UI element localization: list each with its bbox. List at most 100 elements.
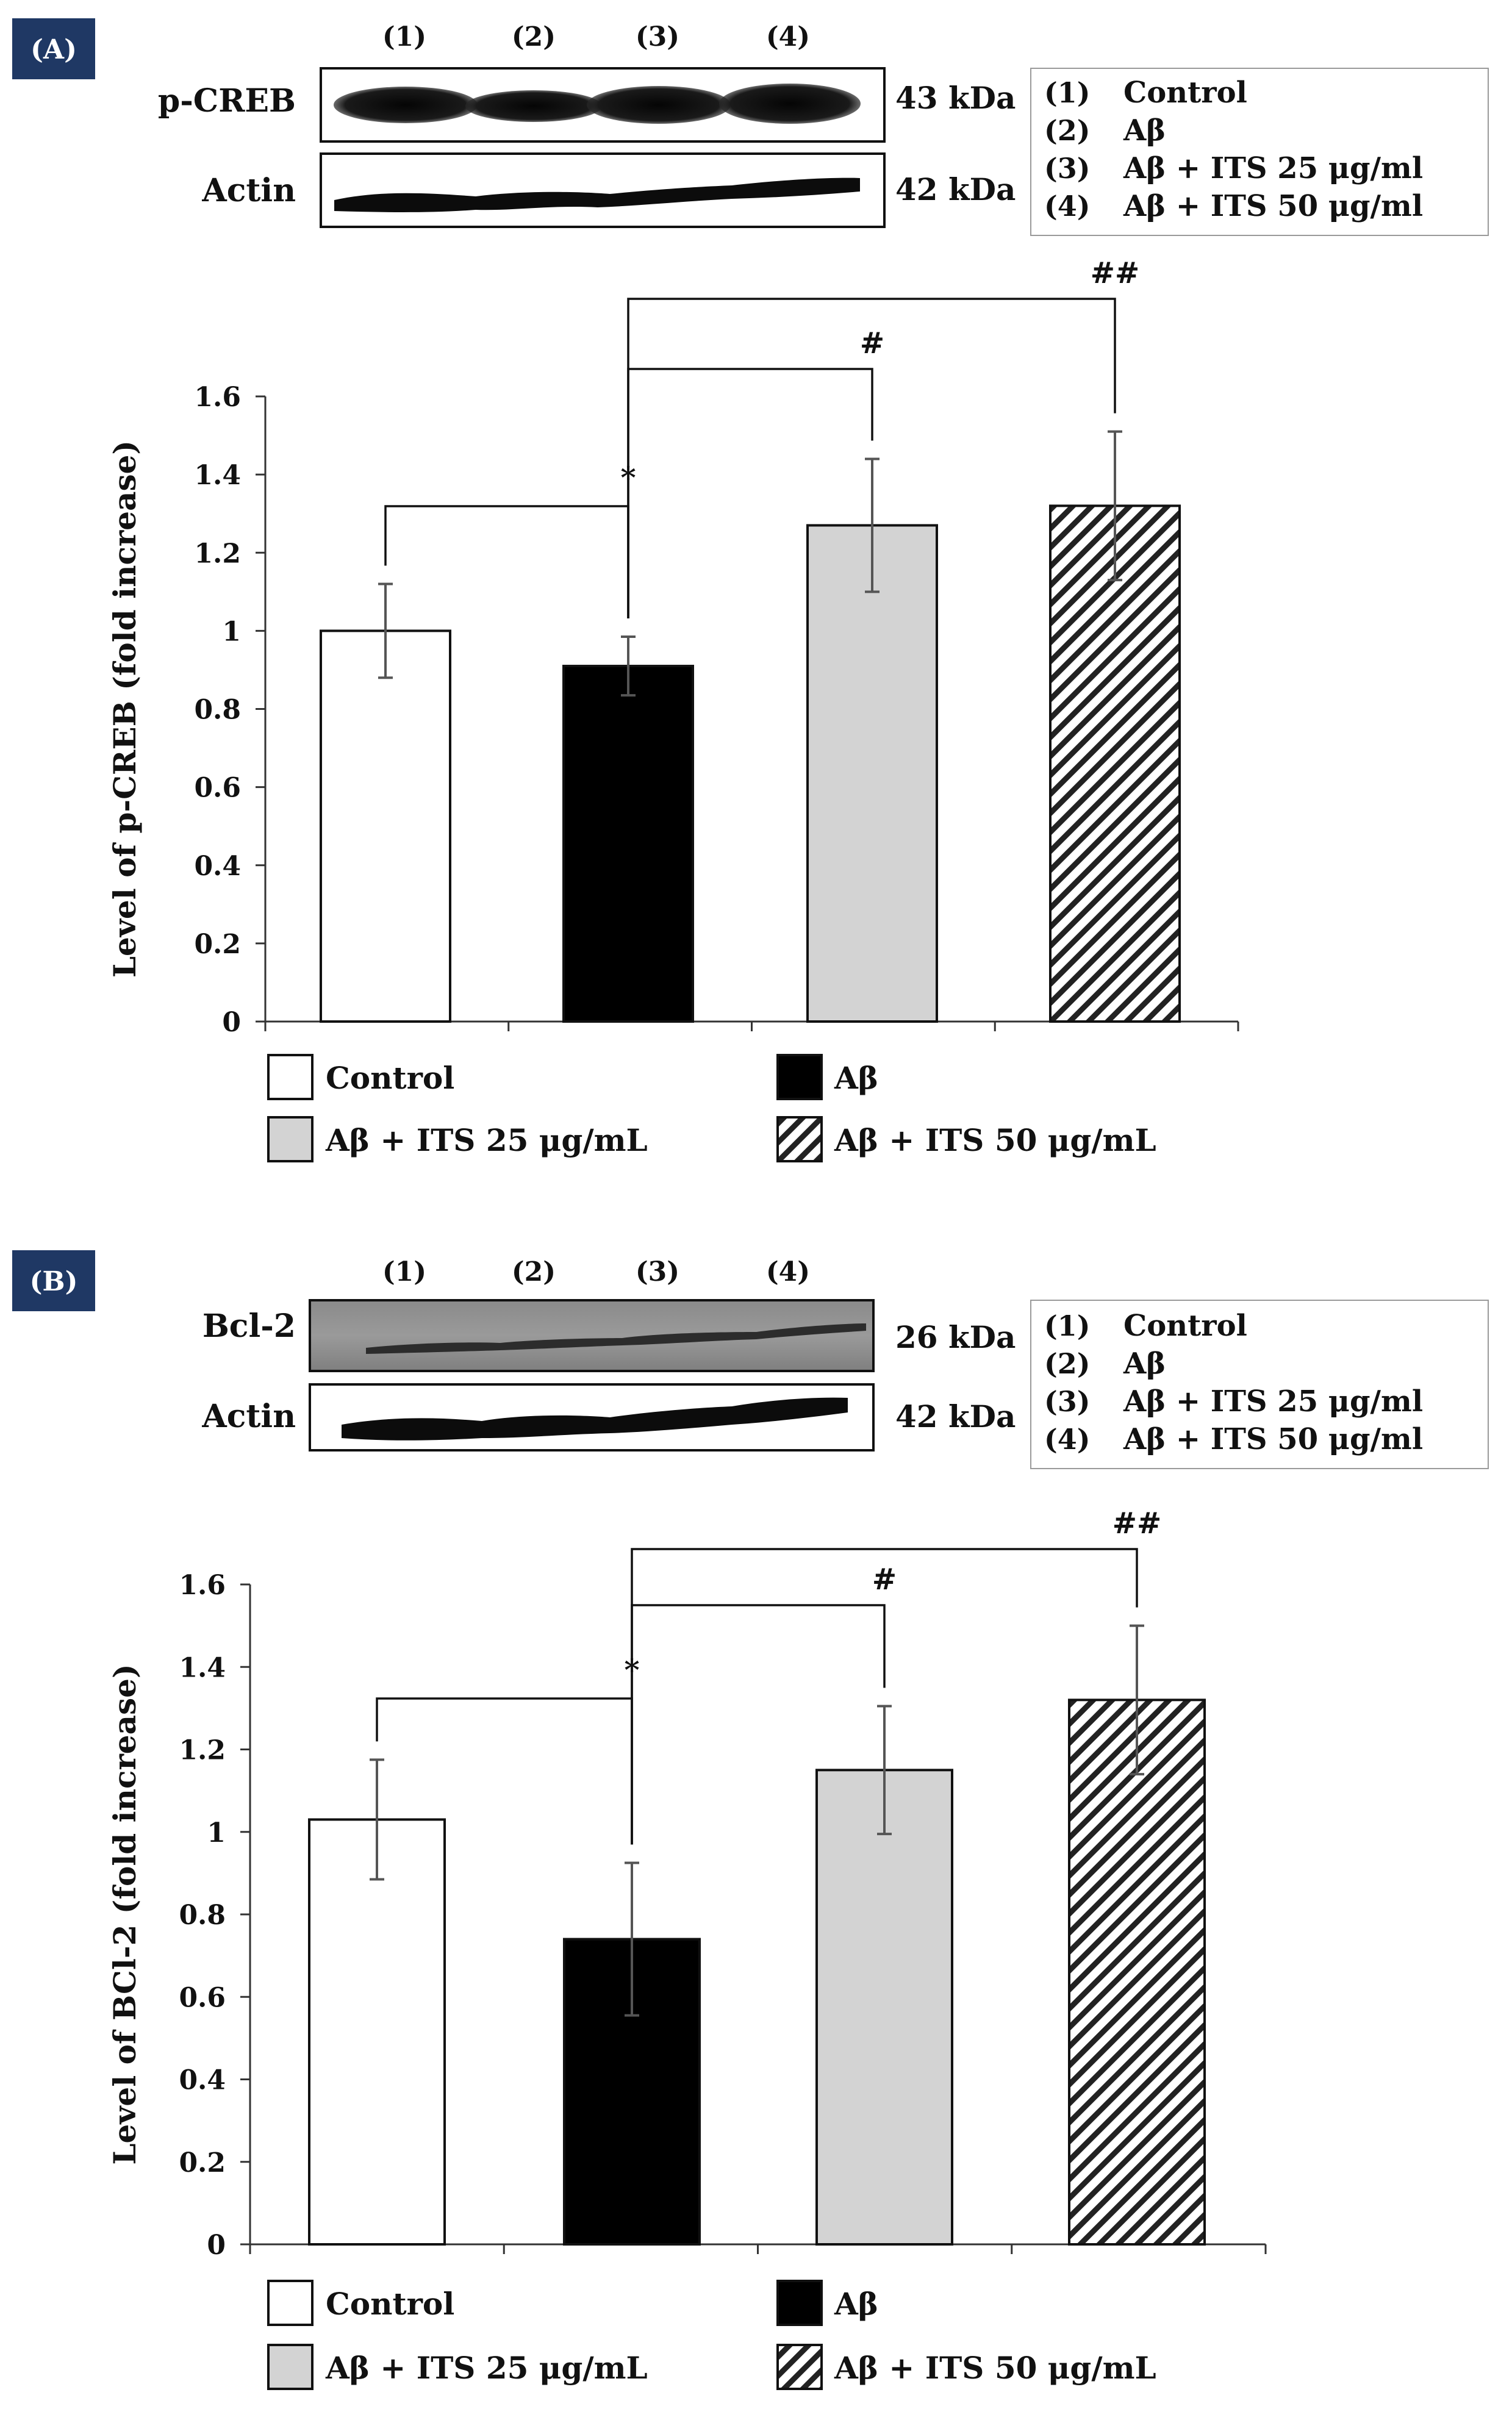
series-legend-b: Control Aβ Aβ + ITS 25 μg/mL Aβ + ITS 50… (267, 2280, 1156, 2390)
y-tick-label: 1.4 (194, 460, 241, 491)
lane-legend-text: Aβ (1123, 1347, 1166, 1381)
lane-label: (3) (636, 21, 679, 52)
y-tick-label: 0.6 (194, 773, 241, 804)
legend-swatch-its25 (267, 2344, 314, 2390)
lane-labels-b: (1) (2) (3) (4) (382, 1256, 810, 1287)
legend-swatch-its50 (776, 1116, 823, 1162)
lane-label: (3) (636, 1256, 679, 1287)
legend-swatch-its50 (776, 2344, 823, 2390)
legend-label: Aβ + ITS 25 μg/mL (325, 2350, 648, 2386)
panel-b-label: (B) (30, 1266, 78, 1297)
legend-label: Aβ + ITS 50 μg/mL (834, 2350, 1156, 2386)
significance-marker: # (872, 1562, 897, 1597)
bar-chart-p-creb: 0 0.2 0.4 0.6 0.8 1 1.2 1.4 1.6 Level of p-CREB (… (107, 256, 1239, 1038)
blot-name: Bcl-2 (202, 1308, 296, 1345)
y-tick-label: 0 (222, 1007, 241, 1038)
western-blot-image (320, 67, 886, 143)
panel-a: (A) (1) (2) (3) (4) p-CREB 43 kDa Actin … (12, 18, 1489, 1162)
blot-kda: 42 kDa (895, 1398, 1016, 1434)
lane-legend-num: (4) (1044, 190, 1091, 223)
y-tick-label: 1.6 (194, 382, 241, 413)
significance-marker: # (860, 326, 884, 360)
y-tick-label: 1.4 (179, 1652, 226, 1683)
y-axis-title: Level of BCl-2 (fold increase) (107, 1664, 143, 2164)
blot-name: p-CREB (158, 82, 296, 120)
bar (1068, 1698, 1206, 2246)
significance-marker: ## (1091, 256, 1139, 290)
lane-label: (1) (382, 1256, 426, 1287)
lane-label: (4) (766, 21, 810, 52)
lane-label: (2) (512, 1256, 556, 1287)
bar-chart-bcl2: 0 0.2 0.4 0.6 0.8 1 1.2 1.4 1.6 Level of BCl-2 (f… (107, 1506, 1267, 2261)
blot-kda: 43 kDa (895, 80, 1016, 116)
lane-legend-a: (1) Control (2) Aβ (3) Aβ + ITS 25 μg/ml… (1030, 68, 1489, 236)
y-tick-label: 0 (207, 2230, 226, 2261)
legend-swatch-its25 (267, 1116, 314, 1162)
bar (320, 629, 451, 1023)
y-tick-label: 0.4 (179, 2065, 226, 2096)
western-blot-image (309, 1299, 875, 1372)
lane-legend-num: (3) (1044, 1385, 1091, 1418)
lane-legend-num: (4) (1044, 1423, 1091, 1456)
lane-legend-num: (1) (1044, 1309, 1091, 1342)
legend-label: Aβ (834, 1060, 878, 1096)
panel-b-badge (12, 1250, 95, 1311)
y-tick-label: 0.8 (194, 695, 241, 726)
legend-label: Aβ + ITS 50 μg/mL (834, 1122, 1156, 1158)
legend-swatch-abeta (776, 2280, 823, 2326)
bar (1049, 504, 1181, 1023)
lane-label: (1) (382, 21, 426, 52)
lane-legend-text: Control (1123, 1309, 1247, 1343)
bar (806, 524, 938, 1023)
y-tick-label: 1.2 (194, 538, 241, 569)
y-tick-label: 0.2 (179, 2147, 226, 2178)
series-legend-a: Control Aβ Aβ + ITS 25 μg/mL Aβ + ITS 50… (267, 1054, 1156, 1162)
y-tick-label: 1 (222, 616, 241, 647)
legend-label: Aβ + ITS 25 μg/mL (325, 1122, 648, 1158)
lane-labels-a: (1) (2) (3) (4) (382, 21, 810, 52)
blot-name: Actin (201, 1398, 296, 1435)
bar (562, 665, 694, 1023)
y-tick-label: 1.6 (179, 1570, 226, 1601)
blot-kda: 42 kDa (895, 171, 1016, 207)
western-blot-image (320, 152, 886, 228)
legend-label: Aβ (834, 2286, 878, 2322)
panel-a-badge (12, 18, 95, 79)
lane-legend-num: (1) (1044, 76, 1091, 109)
lane-legend-text: Aβ + ITS 25 μg/ml (1123, 1384, 1423, 1419)
lane-legend-text: Control (1123, 76, 1247, 110)
lane-legend-num: (2) (1044, 114, 1091, 147)
y-tick-label: 0.8 (179, 1900, 226, 1931)
significance-bracket (627, 298, 1116, 618)
lane-label: (2) (512, 21, 556, 52)
significance-bracket (631, 1548, 1138, 1845)
panel-b: (B) (1) (2) (3) (4) Bcl-2 26 kDa Actin 4… (12, 1250, 1489, 2390)
lane-legend-text: Aβ + ITS 25 μg/ml (1123, 151, 1423, 185)
legend-label: Control (326, 2286, 454, 2322)
lane-legend-text: Aβ + ITS 50 μg/ml (1123, 189, 1423, 223)
y-tick-label: 0.2 (194, 929, 241, 960)
lane-legend-text: Aβ (1123, 113, 1166, 148)
y-axis-title: Level of p-CREB (fold increase) (107, 440, 143, 978)
significance-marker: ## (1113, 1506, 1161, 1541)
blot-name: Actin (201, 172, 296, 209)
legend-swatch-control (267, 2280, 314, 2326)
y-tick-label: 1.2 (179, 1735, 226, 1766)
lane-legend-b: (1) Control (2) Aβ (3) Aβ + ITS 25 μg/ml… (1030, 1300, 1489, 1469)
bar (308, 1818, 446, 2246)
legend-swatch-abeta (776, 1054, 823, 1100)
lane-legend-num: (3) (1044, 152, 1091, 185)
lane-legend-text: Aβ + ITS 50 μg/ml (1123, 1422, 1423, 1456)
significance-bracket (384, 505, 629, 618)
y-tick-label: 1 (207, 1817, 226, 1849)
bar (815, 1769, 953, 2246)
legend-swatch-control (267, 1054, 314, 1100)
panel-a-label: (A) (30, 34, 77, 65)
western-blot-image (309, 1383, 875, 1451)
lane-label: (4) (766, 1256, 810, 1287)
legend-label: Control (326, 1060, 454, 1096)
y-tick-label: 0.6 (179, 1982, 226, 2013)
y-tick-label: 0.4 (194, 851, 241, 882)
lane-legend-num: (2) (1044, 1347, 1091, 1380)
